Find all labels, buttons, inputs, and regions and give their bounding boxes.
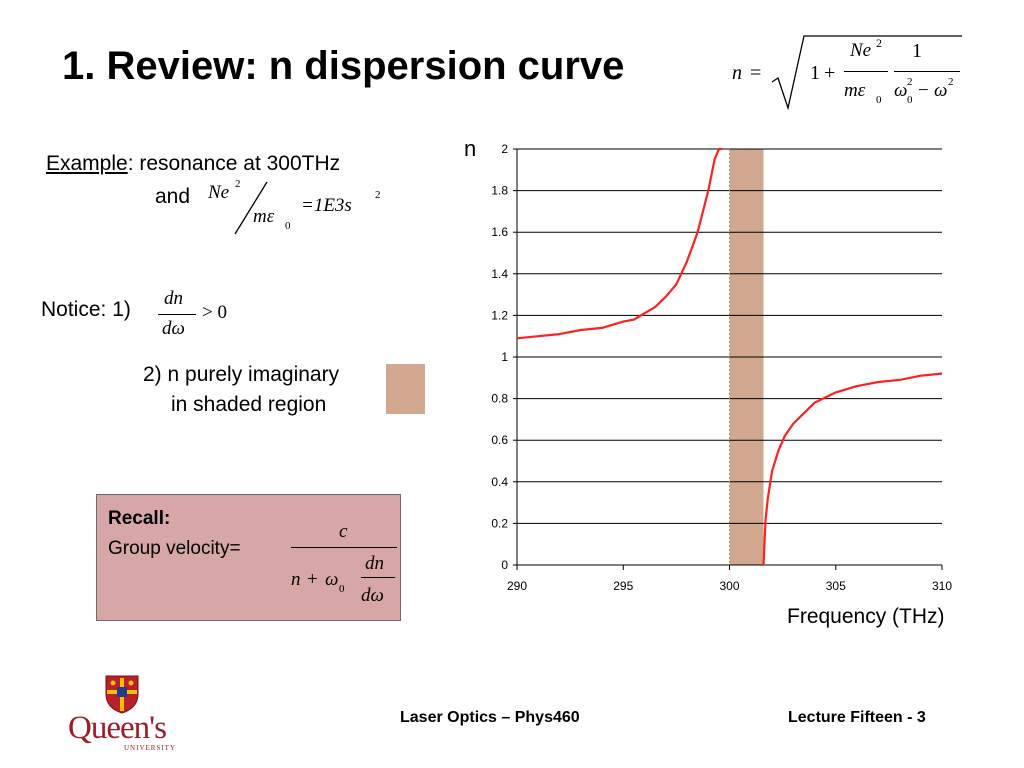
shaded-region-swatch <box>386 364 425 414</box>
footer-lecture: Lecture Fifteen - 3 <box>788 709 926 726</box>
y-tick-label: 1.8 <box>491 184 508 198</box>
series-1-line <box>516 147 723 340</box>
recall-box: Recall: Group velocity= c n + ω 0 dn dω <box>96 494 401 621</box>
formula-omega-exp: 2 <box>948 76 954 88</box>
notice-item2-line1: 2) n purely imaginary <box>143 363 340 386</box>
example-rhs: =1E3s <box>301 195 352 216</box>
recall-den-plus: + <box>307 569 318 590</box>
example-num-exp: 2 <box>235 178 241 190</box>
example-rhs-exp: 2 <box>375 189 381 201</box>
y-tick-label: 0.4 <box>491 475 508 489</box>
series-2-line <box>762 372 943 566</box>
example-num: Ne <box>208 182 230 203</box>
formula-frac2-bar <box>894 71 960 72</box>
notice-label: Notice: 1) <box>41 298 131 321</box>
y-tick-label: 0.6 <box>491 433 508 447</box>
sqrt-radical <box>771 35 962 111</box>
crest-icon <box>105 675 139 714</box>
example-line: Example: resonance at 300THz <box>46 152 340 176</box>
formula-omega0-exp: 2 <box>907 76 913 88</box>
example-text: : resonance at 300THz <box>127 152 341 175</box>
x-tick-label: 305 <box>826 579 846 593</box>
y-tick-label: 1 <box>501 350 508 364</box>
formula-den1: mε <box>844 80 866 101</box>
y-tick-label: 0.8 <box>491 392 508 406</box>
recall-inner-num: dn <box>365 553 384 574</box>
example-and: and <box>155 185 191 208</box>
recall-frac-bar <box>291 547 397 548</box>
formula-n: n <box>732 62 742 84</box>
recall-den-sub: 0 <box>339 583 345 595</box>
example-den: mε <box>253 206 275 227</box>
example-formula: Ne 2 mε 0 =1E3s 2 <box>205 176 395 236</box>
formula-num2: 1 <box>912 40 922 62</box>
recall-inner-den: dω <box>361 585 384 606</box>
formula-den1-sub: 0 <box>876 94 882 106</box>
formula-num1-exp: 2 <box>876 36 882 50</box>
formula-minus: − <box>918 80 929 101</box>
logo-wordmark: Queen's <box>68 710 167 746</box>
notice-formula: dn dω > 0 <box>156 284 246 348</box>
x-tick-label: 300 <box>719 579 739 593</box>
x-tick-label: 310 <box>932 579 952 593</box>
y-tick-label: 2 <box>501 142 508 156</box>
x-tick-label: 295 <box>613 579 633 593</box>
formula-omega: ω <box>934 80 948 101</box>
notice-frac-num: dn <box>164 288 183 309</box>
y-tick-label: 1.2 <box>491 308 508 322</box>
y-tick-label: 1.4 <box>491 267 508 281</box>
formula-one: 1 <box>810 62 820 84</box>
y-tick-label: 0 <box>501 558 508 572</box>
formula-num1: Ne <box>850 40 872 61</box>
footer-course: Laser Optics – Phys460 <box>400 709 580 726</box>
notice-frac-den: dω <box>162 318 185 339</box>
queens-logo: Queen's UNIVERSITY <box>68 672 188 752</box>
formula-frac1-bar <box>844 71 888 72</box>
example-label: Example <box>46 152 128 175</box>
recall-num: c <box>339 521 348 542</box>
recall-den-n: n <box>291 569 301 590</box>
recall-den-omega: ω <box>325 569 339 590</box>
formula-omega0: ω <box>894 80 908 101</box>
chart-xlabel: Frequency (THz) <box>787 605 945 628</box>
recall-label: Group velocity= <box>108 538 241 559</box>
chart-ylabel: n <box>464 136 477 161</box>
notice-rel: > 0 <box>202 302 227 323</box>
example-slash <box>234 181 268 235</box>
formula-plus: + <box>824 62 836 84</box>
recall-inner-bar <box>361 577 395 578</box>
formula-eq: = <box>750 62 762 84</box>
notice-frac-bar <box>158 314 196 315</box>
formula-omega0-sub: 0 <box>907 94 913 106</box>
recall-title: Recall: <box>108 508 171 529</box>
header-formula: n = 1 + Ne 2 mε 0 1 ω 2 0 − ω 2 <box>720 30 970 120</box>
logo-university: UNIVERSITY <box>124 744 176 752</box>
y-tick-label: 0.2 <box>491 516 508 530</box>
example-den-sub: 0 <box>285 220 291 232</box>
y-tick-label: 1.6 <box>491 225 508 239</box>
notice-item2-line2: in shaded region <box>171 393 327 416</box>
slide-title: 1. Review: n dispersion curve <box>62 44 625 88</box>
x-tick-label: 290 <box>507 579 527 593</box>
